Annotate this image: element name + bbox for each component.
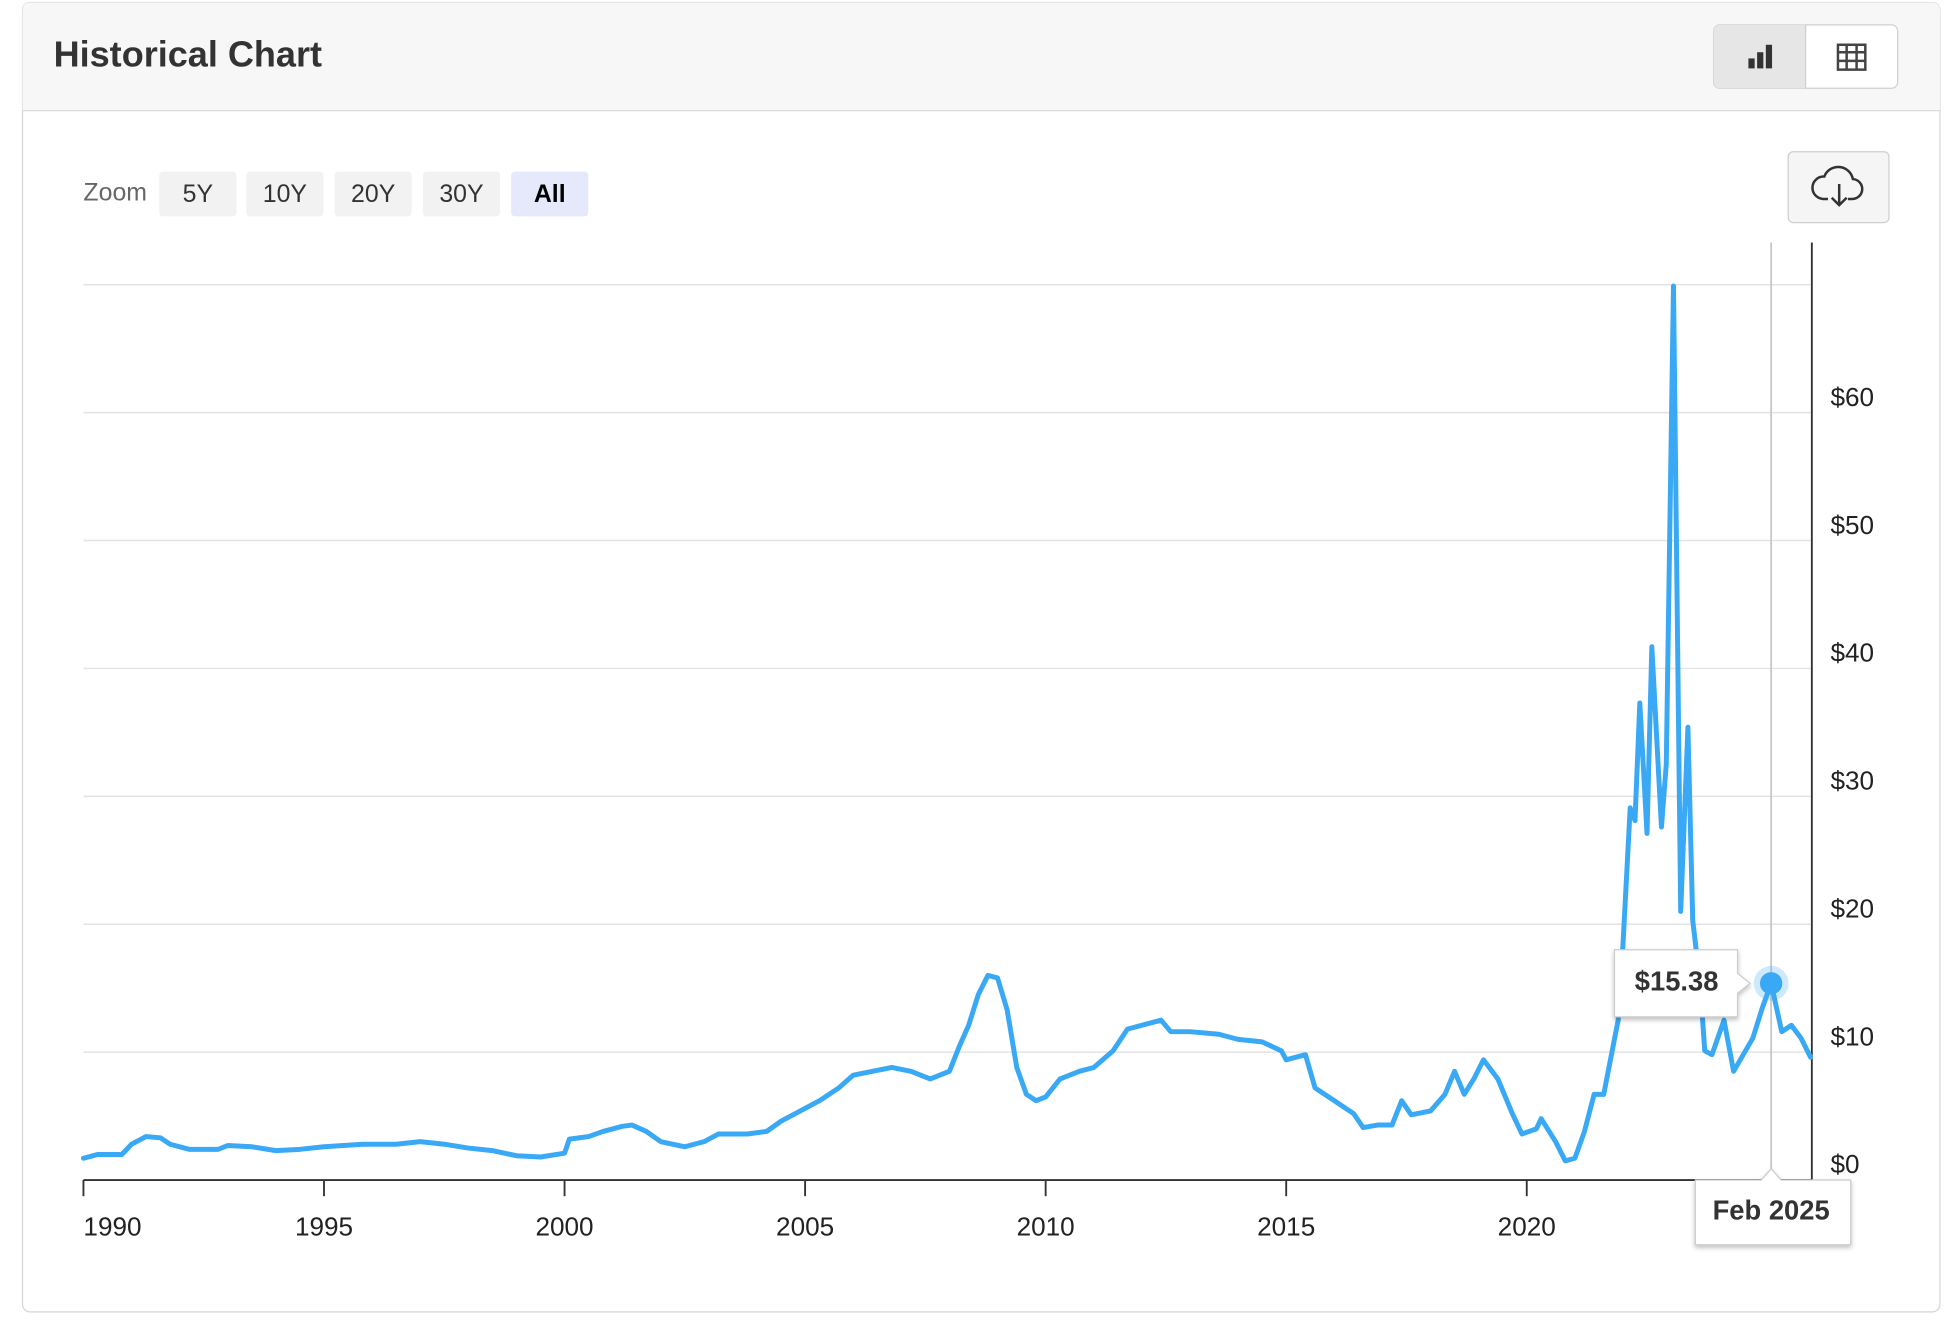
x-tick-label: 2010 (1017, 1211, 1075, 1241)
x-tick-label: 2020 (1498, 1211, 1556, 1241)
zoom-button[interactable] (246, 171, 324, 217)
x-tick-label: 1990 (83, 1211, 141, 1241)
zoom-option[interactable]: 30Y (439, 180, 484, 208)
x-tick-label: 2005 (776, 1211, 834, 1241)
x-tick-label: 2015 (1257, 1211, 1315, 1241)
bar-icon (1748, 44, 1773, 69)
y-tick-label: $10 (1830, 1021, 1874, 1051)
zoom-button[interactable] (422, 171, 501, 217)
plot: $0 $10 $20 $30 $40 $50 $60 1990 1995 2000 2005 2010… (80, 242, 1874, 1246)
tooltip-value: $15.38 (1635, 966, 1719, 997)
download-arrow (1830, 184, 1848, 207)
zoom-button[interactable] (159, 171, 237, 217)
zoom-label: Zoom (83, 179, 147, 207)
hover-point (1759, 972, 1783, 995)
card-header (22, 2, 1940, 111)
download-button[interactable] (1787, 151, 1890, 224)
zoom-button[interactable] (334, 171, 412, 217)
y-tick-label: $0 (1830, 1149, 1859, 1179)
y-tick-label: $30 (1830, 766, 1874, 796)
x-tick-label: 1995 (295, 1211, 353, 1241)
zoom-option[interactable]: 20Y (351, 180, 396, 208)
y-tick-label: $20 (1830, 893, 1874, 923)
zoom-option[interactable]: 5Y (183, 180, 214, 208)
x-tick-label: 2000 (536, 1211, 594, 1241)
cloud-icon (1811, 165, 1864, 201)
price-line (80, 283, 1814, 1164)
card-border (21, 1, 1941, 1313)
zoom-button[interactable] (511, 171, 589, 217)
zoom-option[interactable]: 10Y (263, 180, 308, 208)
y-tick-label: $50 (1830, 510, 1874, 540)
tooltip-box (1613, 949, 1751, 1018)
y-tick-label: $40 (1830, 638, 1874, 668)
date-label: Feb 2025 (1713, 1195, 1830, 1226)
view-toggle (1712, 24, 1899, 89)
date-label-box (1694, 1167, 1852, 1246)
zoom-buttons: 5Y 10Y 20Y 30Y All (159, 171, 589, 217)
zoom-option[interactable]: All (534, 180, 566, 208)
y-tick-label: $60 (1830, 382, 1874, 412)
table-icon[interactable] (1836, 43, 1867, 71)
header-title: Historical Chart (54, 34, 322, 75)
